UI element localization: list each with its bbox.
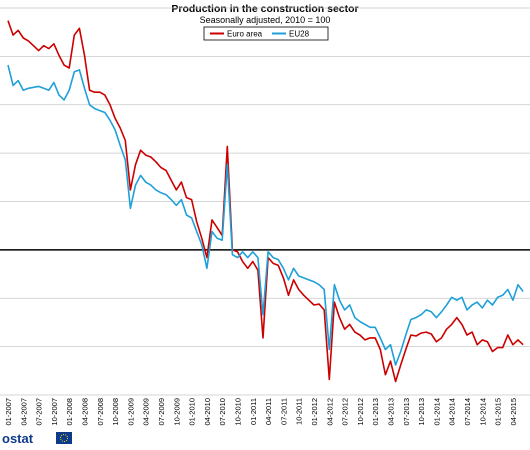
- x-tick-label: 04-2007: [19, 398, 28, 426]
- x-tick-label: 10-2007: [50, 398, 59, 426]
- x-tick-label: 01-2010: [188, 398, 197, 426]
- eu-flag: [56, 432, 72, 444]
- chart-subtitle: Seasonally adjusted, 2010 = 100: [200, 15, 331, 25]
- legend-box: [203, 26, 329, 41]
- x-tick-label: 01-2014: [432, 398, 441, 426]
- footer-logo-text: ostat: [2, 431, 34, 446]
- x-tick-label: 01-2013: [371, 398, 380, 426]
- logo: [56, 432, 72, 444]
- x-tick-label: 04-2012: [325, 398, 334, 426]
- x-tick-label: 04-2011: [264, 398, 273, 425]
- x-tick-label: 07-2013: [402, 398, 411, 426]
- x-tick-label: 04-2010: [203, 398, 212, 426]
- x-tick-label: 04-2008: [81, 398, 90, 426]
- x-tick-label: 04-2009: [142, 398, 151, 426]
- x-tick-label: 10-2009: [172, 398, 181, 426]
- chart-title: Production in the construction sector: [171, 3, 358, 15]
- lines: [7, 20, 524, 383]
- x-tick-label: 01-2012: [310, 398, 319, 426]
- x-tick-label: 01-2009: [126, 398, 135, 426]
- x-tick-label: 10-2012: [356, 398, 365, 426]
- legend-label: EU28: [289, 30, 310, 39]
- x-tick-label: 01-2008: [65, 398, 74, 426]
- x-tick-label: 01-2007: [4, 398, 13, 426]
- x-tick-label: 04-2013: [387, 398, 396, 426]
- x-tick-label: 07-2007: [35, 398, 44, 426]
- eu-stars: [60, 434, 68, 442]
- x-tick-label: 10-2011: [295, 398, 304, 425]
- legend: Euro area EU28: [203, 26, 329, 41]
- line-series: [7, 20, 524, 383]
- x-tick-label: 10-2008: [111, 398, 120, 426]
- x-tick-label: 07-2010: [218, 398, 227, 426]
- legend-label: Euro area: [227, 30, 263, 39]
- x-tick-label: 10-2013: [417, 398, 426, 426]
- x-tick-label: 07-2014: [463, 398, 472, 426]
- grid: [0, 7, 530, 396]
- x-tick-label: 07-2008: [96, 398, 105, 426]
- x-tick-label: 07-2012: [341, 398, 350, 426]
- x-tick-label: 04-2015: [509, 398, 518, 426]
- x-axis: 01-2007 04-2007 07-2007 10-2007 01-2008 04-20…: [4, 398, 518, 426]
- x-tick-label: 07-2011: [279, 398, 288, 425]
- x-tick-label: 01-2011: [249, 398, 258, 425]
- x-tick-label: 10-2010: [234, 398, 243, 426]
- x-tick-label: 07-2009: [157, 398, 166, 426]
- x-tick-label: 10-2014: [478, 398, 487, 426]
- line-series: [7, 64, 524, 366]
- x-tick-label: 04-2014: [448, 398, 457, 426]
- x-tick-label: 01-2015: [494, 398, 503, 426]
